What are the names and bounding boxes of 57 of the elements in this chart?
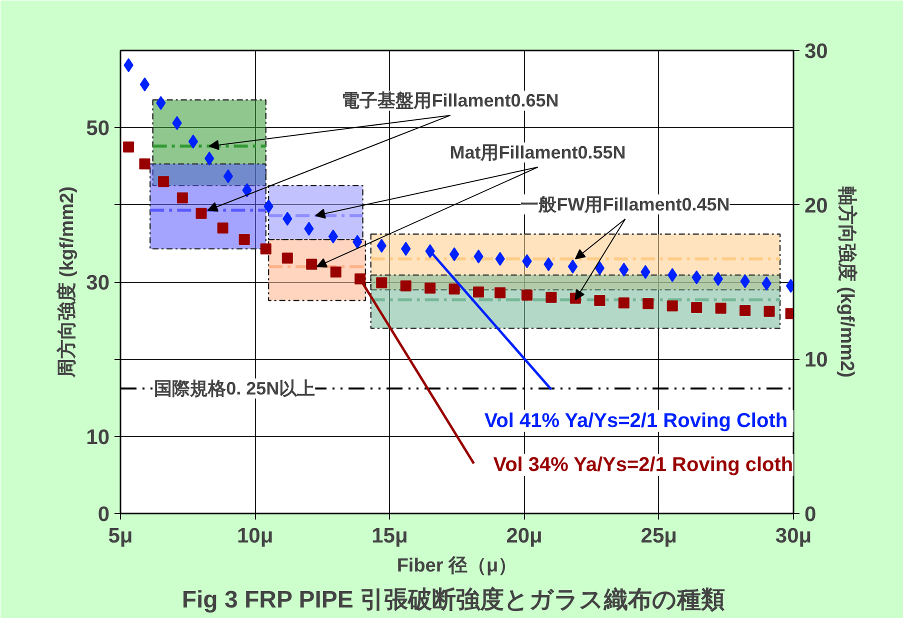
- point: [449, 247, 460, 262]
- point: [188, 134, 198, 149]
- x-tick-label: 25μ: [640, 524, 678, 548]
- y2-tick-label: 30: [804, 40, 828, 63]
- point: [691, 302, 702, 313]
- y-axis-title: 周方向強度 (kgf/mm2): [56, 186, 78, 379]
- y2-tick-label: 20: [804, 194, 828, 218]
- point: [494, 287, 506, 298]
- x-axis-title: Fiber 径（μ）: [396, 556, 518, 576]
- point: [196, 208, 207, 219]
- point: [140, 77, 150, 92]
- point: [306, 258, 318, 270]
- point: [642, 298, 654, 310]
- y-tick-label: 30: [86, 272, 110, 294]
- point: [217, 222, 228, 234]
- annotation: 一般FW用Fillament0.45N: [520, 194, 730, 214]
- annotation: 電子基盤用Fillament0.65N: [342, 90, 559, 111]
- x-tick-label: 20μ: [506, 524, 542, 548]
- point: [448, 283, 460, 294]
- point: [260, 243, 272, 254]
- point: [666, 300, 678, 312]
- annotation: Mat用Fillament0.55N: [450, 142, 626, 163]
- text: Fig 3 FRP PIPE 引張破断強度とガラス織布の種類: [182, 586, 726, 614]
- point: [568, 260, 578, 274]
- point: [764, 306, 775, 317]
- point: [282, 252, 293, 264]
- point: [123, 141, 134, 152]
- point: [223, 169, 234, 184]
- y2-tick-label: 10: [804, 348, 828, 372]
- x-tick-label: 10μ: [236, 524, 274, 548]
- point: [740, 305, 751, 316]
- x-tick-label: 15μ: [372, 524, 408, 548]
- point: [139, 158, 150, 170]
- point: [546, 292, 557, 303]
- y-tick-label: 50: [86, 117, 110, 140]
- y-tick-label: 10: [86, 426, 110, 449]
- point: [238, 234, 250, 246]
- point: [330, 266, 342, 278]
- point: [400, 280, 412, 292]
- y2-axis-title: 軸方向強度 (kgf/mm2): [836, 186, 858, 378]
- x-tick-label: 30μ: [775, 524, 812, 548]
- y-tick-label: 0: [98, 503, 110, 526]
- point: [176, 192, 188, 204]
- point: [594, 295, 606, 306]
- text: Vol 41% Ya/Ys=2/1 Roving Cloth: [484, 410, 788, 432]
- ref-line-label: 国際規格0. 25N以上: [154, 378, 316, 398]
- point: [715, 302, 726, 314]
- point: [158, 176, 170, 188]
- point: [473, 286, 484, 298]
- point: [618, 297, 630, 308]
- x-tick-label: 5μ: [108, 524, 133, 548]
- point: [376, 277, 388, 288]
- point: [424, 282, 436, 294]
- point: [521, 290, 532, 301]
- y2-tick-label: 0: [804, 503, 816, 526]
- text: Vol 34% Ya/Ys=2/1 Roving cloth: [493, 454, 794, 476]
- point: [594, 261, 605, 276]
